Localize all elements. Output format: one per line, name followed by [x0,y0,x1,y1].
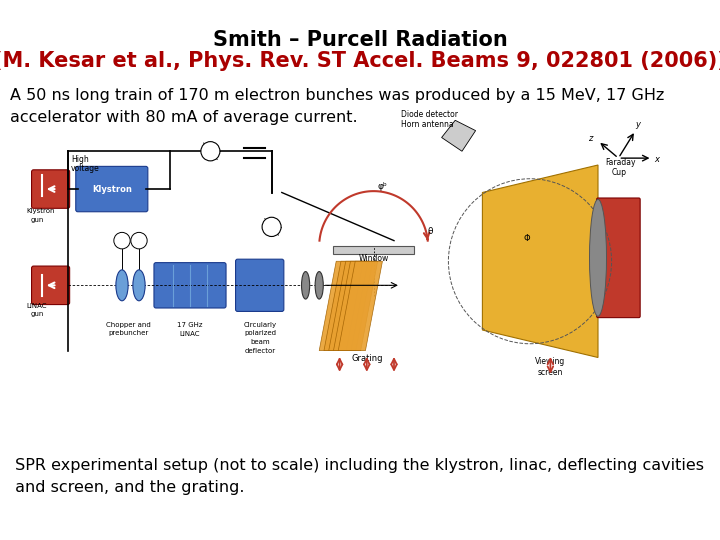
Text: Viewing: Viewing [535,357,565,366]
Text: prebuncher: prebuncher [109,330,149,336]
FancyBboxPatch shape [235,259,284,312]
Polygon shape [324,261,368,350]
Text: LINAC: LINAC [180,330,200,336]
Text: deflector: deflector [245,348,276,354]
Polygon shape [441,120,476,151]
Circle shape [262,217,281,237]
Text: gun: gun [30,217,44,222]
Polygon shape [329,261,373,350]
Text: Window: Window [359,254,389,263]
Text: screen: screen [538,368,563,377]
Text: Φ: Φ [523,234,530,242]
Text: SPR experimental setup (not to scale) including the klystron, linac, deflecting : SPR experimental setup (not to scale) in… [10,458,704,495]
Circle shape [114,232,130,249]
Text: θ: θ [428,227,433,236]
Text: (M. Kesar et al., Phys. Rev. ST Accel. Beams 9, 022801 (2006)): (M. Kesar et al., Phys. Rev. ST Accel. B… [0,51,720,71]
Text: voltage: voltage [71,164,100,173]
FancyBboxPatch shape [154,262,226,308]
Text: Horn antenna: Horn antenna [401,120,454,129]
Text: y: y [635,120,640,129]
FancyBboxPatch shape [32,170,70,208]
Text: A 50 ns long train of 170 m electron bunches was produced by a 15 MeV, 17 GHz
ac: A 50 ns long train of 170 m electron bun… [10,88,665,125]
Text: polarized: polarized [244,330,276,336]
Text: Faraday: Faraday [605,158,635,167]
FancyBboxPatch shape [32,266,70,305]
Text: 17 GHz: 17 GHz [177,321,203,328]
Polygon shape [333,261,378,350]
Text: LINAC: LINAC [27,302,48,308]
Text: φᵇ: φᵇ [377,182,387,191]
Circle shape [201,141,220,161]
Ellipse shape [302,272,310,299]
Polygon shape [319,261,364,350]
Text: Klystron: Klystron [92,185,132,193]
FancyBboxPatch shape [597,198,640,318]
Ellipse shape [590,199,606,316]
FancyBboxPatch shape [333,246,415,254]
FancyBboxPatch shape [76,166,148,212]
Text: z: z [588,134,592,143]
Circle shape [131,232,147,249]
Text: High: High [71,154,89,164]
Ellipse shape [133,270,145,301]
Text: Diode detector: Diode detector [401,110,458,119]
Text: gun: gun [30,312,44,318]
Text: beam: beam [251,340,270,346]
Text: Circularly: Circularly [243,321,276,328]
Text: Grating: Grating [351,354,382,363]
Polygon shape [482,165,598,357]
Polygon shape [338,261,382,350]
Ellipse shape [116,270,128,301]
Text: Smith – Purcell Radiation: Smith – Purcell Radiation [212,30,508,50]
Text: x: x [654,154,660,164]
Ellipse shape [315,272,323,299]
Text: Chopper and: Chopper and [107,321,151,328]
Text: Klystron: Klystron [27,207,55,214]
Text: Cup: Cup [611,168,626,177]
